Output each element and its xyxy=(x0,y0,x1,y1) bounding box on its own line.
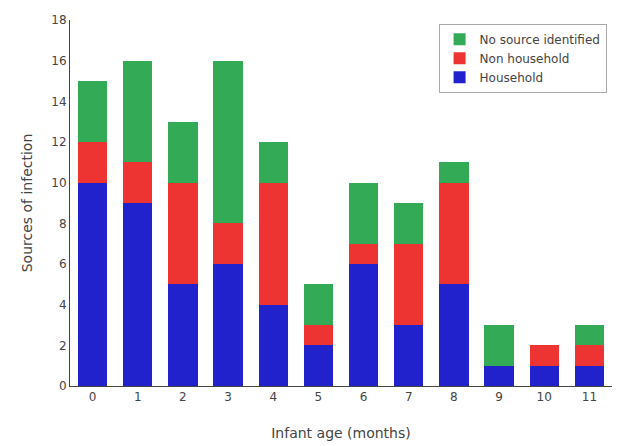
svg-text:14: 14 xyxy=(51,95,66,109)
svg-text:12: 12 xyxy=(51,135,66,149)
svg-text:3: 3 xyxy=(224,390,232,404)
svg-text:1: 1 xyxy=(134,390,142,404)
svg-text:Household: Household xyxy=(480,71,544,85)
svg-text:7: 7 xyxy=(405,390,413,404)
svg-text:6: 6 xyxy=(59,257,67,271)
svg-text:0: 0 xyxy=(59,379,67,393)
svg-text:5: 5 xyxy=(315,390,323,404)
svg-text:No source identified: No source identified xyxy=(480,33,600,47)
svg-text:11: 11 xyxy=(582,390,597,404)
svg-text:0: 0 xyxy=(89,390,97,404)
svg-text:Sources of infection: Sources of infection xyxy=(19,134,35,273)
svg-text:8: 8 xyxy=(450,390,458,404)
svg-text:16: 16 xyxy=(51,54,66,68)
svg-text:18: 18 xyxy=(51,13,66,27)
svg-text:6: 6 xyxy=(360,390,368,404)
svg-text:2: 2 xyxy=(59,339,67,353)
svg-text:Infant age (months): Infant age (months) xyxy=(271,425,411,441)
svg-text:4: 4 xyxy=(269,390,277,404)
svg-text:9: 9 xyxy=(495,390,503,404)
svg-text:4: 4 xyxy=(59,298,67,312)
svg-text:8: 8 xyxy=(59,217,67,231)
svg-text:10: 10 xyxy=(51,176,66,190)
svg-text:10: 10 xyxy=(537,390,552,404)
svg-text:Non household: Non household xyxy=(480,52,570,66)
svg-text:2: 2 xyxy=(179,390,187,404)
